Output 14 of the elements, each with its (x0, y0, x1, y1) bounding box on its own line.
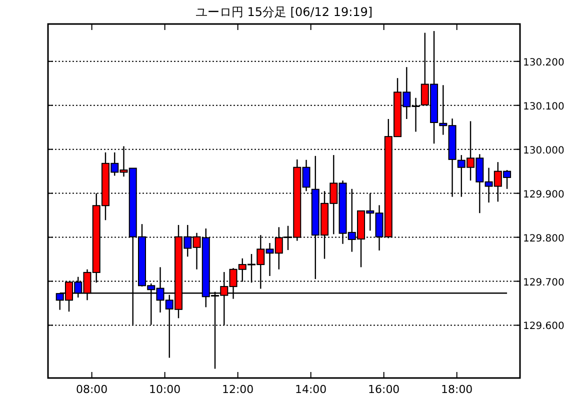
y-tick-label: 129.900 (523, 189, 564, 200)
x-tick-label: 12:00 (222, 383, 254, 396)
x-tick-label: 18:00 (440, 383, 473, 396)
y-tick-label: 130.100 (523, 101, 564, 112)
y-tick-label: 129.800 (523, 233, 564, 244)
y-tick-label: 129.600 (523, 321, 564, 332)
x-tick-label: 14:00 (294, 383, 327, 396)
x-tick-label: 08:00 (76, 383, 108, 396)
y-tick-label: 130.000 (523, 145, 564, 156)
chart-title: ユーロ円 15分足 [06/12 19:19] (195, 5, 373, 19)
y-tick-label: 129.700 (523, 277, 564, 288)
x-tick-label: 16:00 (368, 383, 400, 396)
y-tick-label: 130.200 (523, 57, 564, 68)
x-tick-label: 10:00 (148, 383, 181, 396)
